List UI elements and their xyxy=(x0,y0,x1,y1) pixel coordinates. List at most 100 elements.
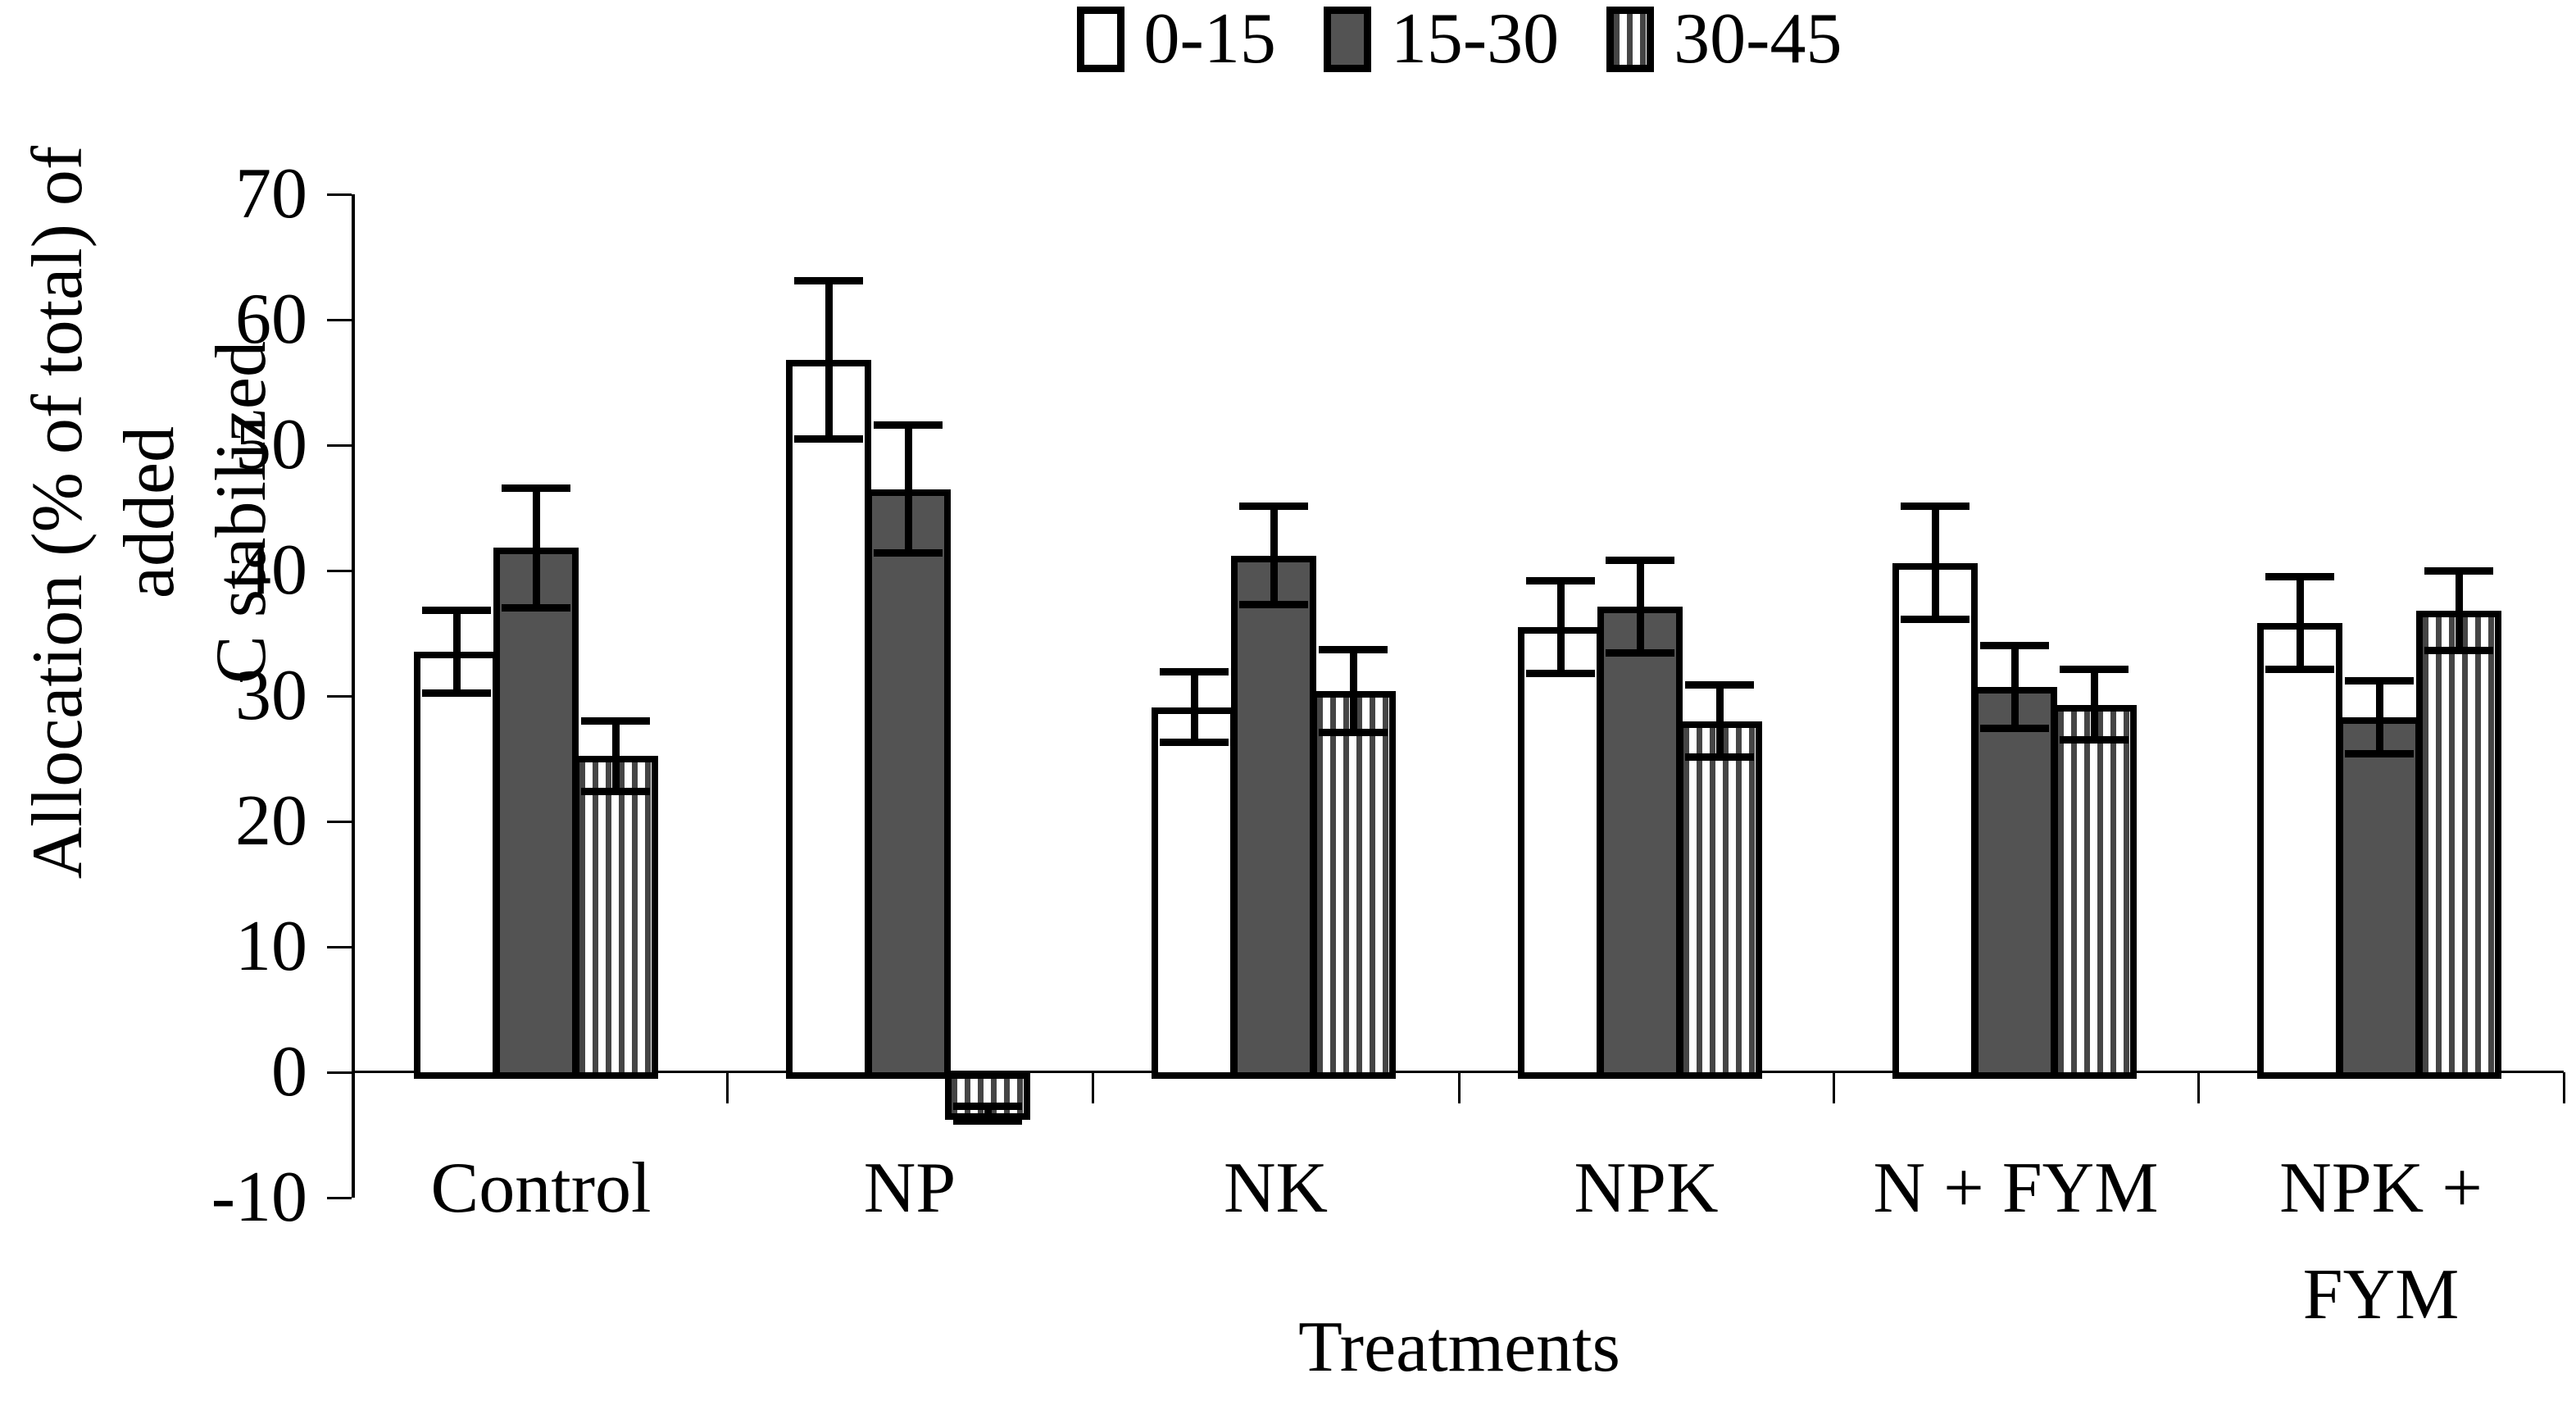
legend-item: 0-15 xyxy=(1076,0,1276,79)
error-bar-stem xyxy=(532,488,540,608)
error-bar-cap-top xyxy=(1980,642,2049,650)
bar-np-15-30 xyxy=(865,489,951,1079)
error-bar-cap-bottom xyxy=(502,604,570,612)
error-bar-cap-bottom xyxy=(2060,736,2128,744)
bar-npk-30-45 xyxy=(1677,721,1762,1079)
x-category-label-line: NPK + xyxy=(2279,1148,2483,1228)
error-bar-cap-bottom xyxy=(2265,666,2334,674)
bar-control-0-15 xyxy=(414,652,499,1079)
x-category-label: NP xyxy=(623,1135,1197,1242)
error-bar-cap-top xyxy=(2265,573,2334,581)
y-axis-tick xyxy=(327,821,352,823)
bar-npk-fym-15-30 xyxy=(2337,717,2422,1079)
bar-npk-0-15 xyxy=(1518,626,1603,1079)
x-category-label-line: NPK xyxy=(1574,1148,1719,1228)
error-bar-cap-bottom xyxy=(422,689,491,698)
error-bar-cap-top xyxy=(581,717,650,725)
error-bar-stem xyxy=(1270,506,1278,605)
bar-npk-fym-0-15 xyxy=(2257,623,2342,1079)
error-bar-stem xyxy=(1190,671,1198,743)
error-bar-cap-bottom xyxy=(1526,669,1595,677)
error-bar-cap-bottom xyxy=(953,1117,1022,1126)
error-bar-stem xyxy=(452,610,461,694)
x-category-label: N + FYM xyxy=(1729,1135,2303,1242)
y-axis-tick xyxy=(327,570,352,572)
bar-n-fym-30-45 xyxy=(2051,704,2137,1079)
y-axis-tick-label: -10 xyxy=(211,1158,307,1237)
error-bar-cap-bottom xyxy=(874,549,943,557)
white-square-icon xyxy=(1076,7,1124,72)
y-axis-tick xyxy=(327,1197,352,1199)
y-axis-tick xyxy=(327,1071,352,1074)
x-category-label: NPK xyxy=(1360,1135,1933,1242)
error-bar-stem xyxy=(2010,645,2019,729)
x-axis-tick xyxy=(726,1072,729,1103)
error-bar-stem xyxy=(1556,580,1565,674)
y-axis-tick-label: 10 xyxy=(235,907,307,986)
error-bar-cap-bottom xyxy=(2424,647,2493,655)
error-bar-cap-bottom xyxy=(1685,753,1754,762)
error-bar-cap-top xyxy=(1901,503,1969,511)
bar-nk-30-45 xyxy=(1311,690,1396,1079)
legend-item: 15-30 xyxy=(1323,0,1559,79)
y-axis-tick-label: 60 xyxy=(235,280,307,359)
x-axis-tick xyxy=(2197,1072,2200,1103)
error-bar-stem xyxy=(1931,506,1939,620)
error-bar-cap-top xyxy=(1239,503,1308,511)
error-bar-cap-top xyxy=(422,607,491,615)
error-bar-cap-top xyxy=(874,421,943,430)
x-category-label: NK xyxy=(989,1135,1563,1242)
error-bar-cap-top xyxy=(502,484,570,492)
x-category-label-line: NP xyxy=(863,1148,956,1228)
error-bar-stem xyxy=(611,721,620,792)
error-bar-cap-top xyxy=(794,277,863,285)
bar-npk-fym-30-45 xyxy=(2416,610,2501,1079)
bar-n-fym-0-15 xyxy=(1892,562,1978,1079)
legend-item: 30-45 xyxy=(1606,0,1842,79)
y-axis-tick xyxy=(327,946,352,948)
y-axis-tick-label: 40 xyxy=(235,530,307,610)
error-bar-cap-top xyxy=(2060,666,2128,674)
bar-npk-15-30 xyxy=(1597,607,1683,1079)
y-axis-line xyxy=(352,194,355,1198)
error-bar-cap-bottom xyxy=(1319,728,1388,736)
error-bar-stem xyxy=(2455,571,2463,651)
error-bar-cap-bottom xyxy=(1901,616,1969,624)
error-bar-cap-top xyxy=(1685,680,1754,689)
error-bar-cap-top xyxy=(1526,576,1595,584)
x-axis-tick xyxy=(1458,1072,1461,1103)
y-axis-tick xyxy=(327,695,352,698)
error-bar-cap-top xyxy=(2424,566,2493,575)
x-category-label-line: N + FYM xyxy=(1873,1148,2159,1228)
x-axis-tick xyxy=(2563,1072,2565,1103)
error-bar-cap-bottom xyxy=(581,787,650,795)
x-category-label: NPK + FYM xyxy=(2094,1135,2576,1349)
error-bar-cap-top xyxy=(953,1102,1022,1110)
x-category-label-line: NK xyxy=(1223,1148,1329,1228)
y-axis-tick-label: 0 xyxy=(271,1032,307,1112)
y-axis-tick xyxy=(327,444,352,447)
error-bar-cap-bottom xyxy=(1160,739,1229,747)
error-bar-stem xyxy=(1715,685,1724,757)
error-bar-cap-bottom xyxy=(1239,600,1308,608)
error-bar-cap-bottom xyxy=(1606,649,1674,657)
bar-control-15-30 xyxy=(493,548,579,1079)
error-bar-stem xyxy=(2296,576,2304,670)
x-axis-tick xyxy=(1092,1072,1094,1103)
striped-square-icon xyxy=(1606,7,1655,72)
error-bar-cap-top xyxy=(1319,645,1388,653)
error-bar-stem xyxy=(2375,680,2383,754)
dark-gray-square-icon xyxy=(1323,7,1371,72)
y-axis-tick-label: 50 xyxy=(235,405,307,484)
y-axis-tick-label: 70 xyxy=(235,154,307,234)
legend-label: 30-45 xyxy=(1674,0,1842,79)
error-bar-stem xyxy=(904,425,912,553)
error-bar-cap-bottom xyxy=(2345,749,2414,757)
y-axis-tick xyxy=(327,193,352,196)
error-bar-stem xyxy=(984,1106,992,1121)
error-bar-cap-top xyxy=(1606,557,1674,565)
error-bar-cap-top xyxy=(1160,668,1229,676)
x-category-label-line: FYM xyxy=(2302,1255,2460,1335)
error-bar-cap-top xyxy=(2345,677,2414,685)
